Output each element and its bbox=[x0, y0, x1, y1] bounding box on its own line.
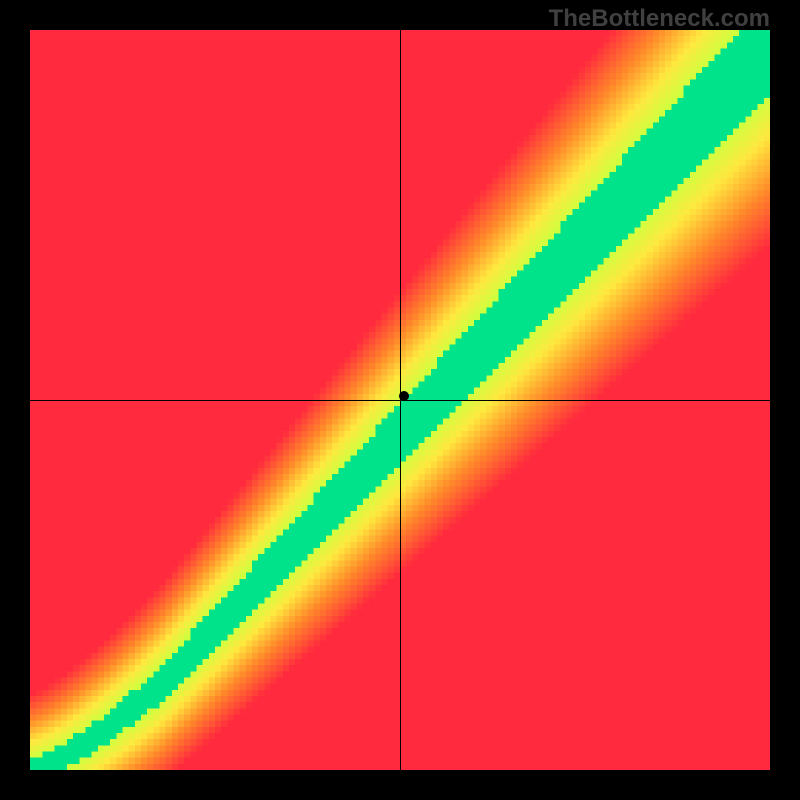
marker-dot bbox=[399, 391, 409, 401]
watermark-text: TheBottleneck.com bbox=[549, 5, 770, 33]
chart-container: TheBottleneck.com bbox=[0, 0, 800, 800]
